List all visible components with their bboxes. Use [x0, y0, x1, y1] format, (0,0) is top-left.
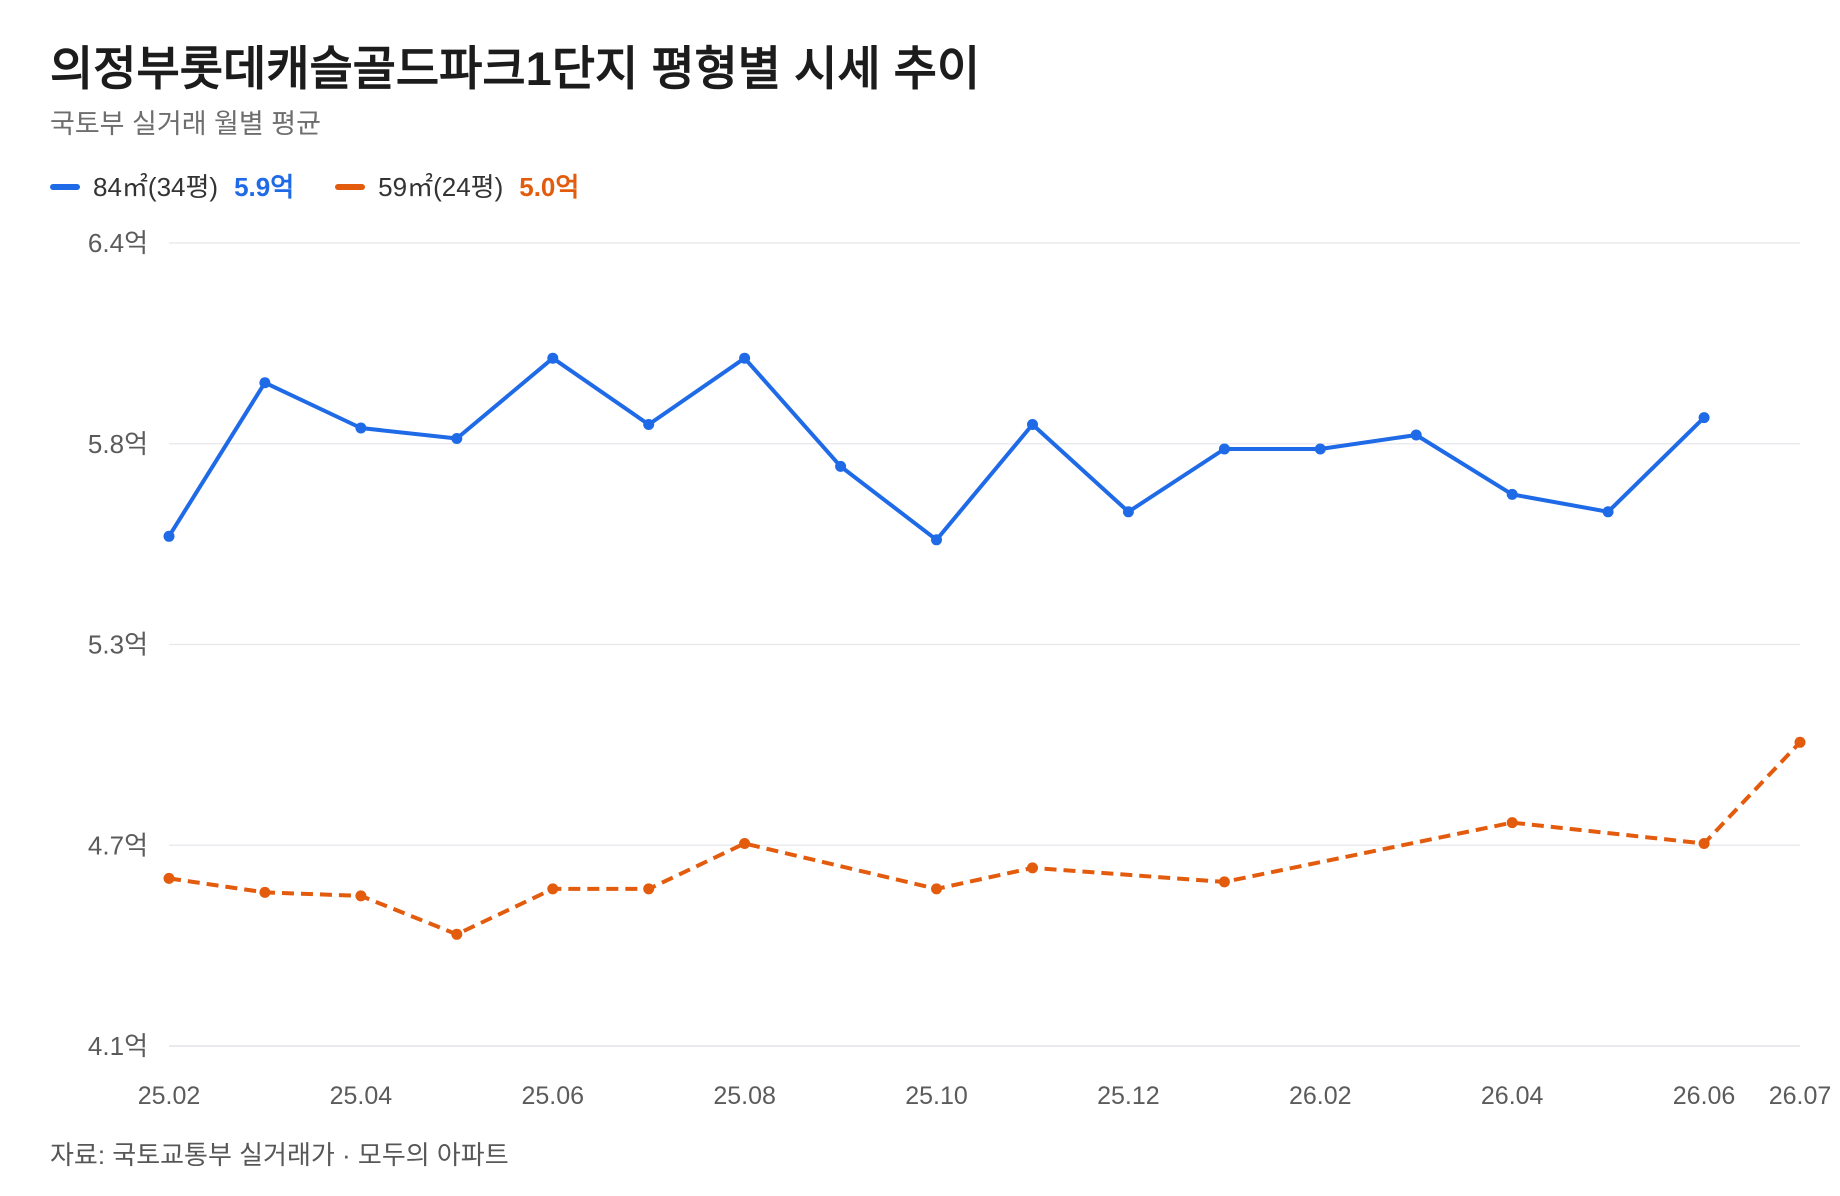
x-axis: 25.02 25.04 25.06 25.08 25.10 25.12 26.02 26.04…	[138, 1082, 1832, 1110]
x-tick-label: 25.02	[138, 1082, 201, 1110]
series-1-point-26.04	[1506, 488, 1518, 500]
series-2-point-25.04	[355, 890, 367, 902]
series-2-point-25.07	[643, 883, 655, 895]
series-2-point-25.02	[163, 872, 175, 884]
grid-lines	[169, 242, 1800, 1047]
series-1-point-26.03	[1410, 429, 1422, 441]
y-tick-label: 4.1억	[88, 1031, 148, 1061]
series-2-point-25.05	[451, 928, 463, 940]
y-tick-label: 5.8억	[88, 429, 148, 459]
x-tick-label: 26.04	[1481, 1082, 1544, 1110]
legend-item-59: 59㎡(24평) 5.0억	[335, 171, 579, 203]
x-tick-label: 25.08	[713, 1082, 776, 1110]
series-2-point-25.06	[547, 883, 559, 895]
chart-title: 의정부롯데캐슬골드파크1단지 평형별 시세 추이	[50, 42, 981, 95]
legend-swatch-dashed-line	[335, 184, 366, 190]
legend-label-84: 84㎡(34평)	[93, 172, 219, 202]
series-1-point-25.04	[355, 422, 367, 434]
series-1-point-26.05	[1602, 506, 1614, 518]
legend-latest-value-84: 5.9억	[234, 172, 295, 202]
series-1-point-25.12	[1122, 506, 1134, 518]
series-1	[163, 352, 1710, 546]
x-tick-label: 26.02	[1289, 1082, 1352, 1110]
series-1-point-25.08	[739, 352, 751, 364]
y-tick-label: 6.4억	[88, 228, 148, 258]
series-2-point-26.06	[1698, 838, 1710, 849]
x-tick-label: 25.10	[905, 1082, 968, 1110]
series-1-point-26.01	[1218, 443, 1230, 455]
x-tick-label: 26.06	[1673, 1082, 1736, 1110]
series-1-point-25.05	[451, 433, 463, 444]
series-1-point-26.06	[1698, 412, 1710, 424]
series-2-point-26.01	[1218, 876, 1230, 888]
series-2-point-25.10	[931, 883, 942, 895]
series-1-point-25.03	[259, 377, 271, 389]
series-2-point-25.11	[1027, 862, 1038, 874]
series-1-point-25.10	[931, 534, 942, 546]
series-2	[163, 736, 1806, 940]
series-2-point-26.04	[1506, 817, 1518, 829]
legend-item-84: 84㎡(34평) 5.9억	[50, 171, 294, 203]
series-1-point-26.02	[1314, 443, 1326, 455]
series-2-point-25.08	[739, 838, 751, 849]
series-2-line	[168, 740, 1802, 937]
series-1-point-25.02	[163, 530, 175, 542]
series-2-point-25.03	[259, 886, 271, 898]
x-tick-label: 25.04	[330, 1082, 393, 1110]
chart-subtitle: 국토부 실거래 월별 평균	[50, 109, 321, 139]
y-tick-label: 5.3억	[88, 630, 148, 660]
plot-area	[163, 352, 1806, 940]
series-1-point-25.09	[835, 460, 847, 472]
y-axis: 6.4억 5.8억 5.3억 4.7억 4.1억	[88, 228, 148, 1061]
series-1-point-25.06	[547, 352, 559, 364]
legend-latest-value-59: 5.0억	[519, 172, 580, 202]
legend-swatch-solid-line	[50, 184, 80, 190]
x-tick-label: 26.07	[1769, 1082, 1832, 1110]
series-1-point-25.07	[643, 419, 655, 430]
x-tick-label: 25.12	[1097, 1082, 1160, 1110]
source-note: 자료: 국토교통부 실거래가 · 모두의 아파트	[50, 1140, 509, 1170]
series-1-line	[167, 356, 1707, 542]
legend-label-59: 59㎡(24평)	[378, 172, 504, 202]
legend: 84㎡(34평) 5.9억 59㎡(24평) 5.0억	[50, 171, 620, 203]
y-tick-label: 4.7억	[88, 830, 148, 860]
x-tick-label: 25.06	[521, 1082, 584, 1110]
series-2-point-26.07	[1794, 736, 1806, 748]
series-1-point-25.11	[1027, 419, 1038, 430]
